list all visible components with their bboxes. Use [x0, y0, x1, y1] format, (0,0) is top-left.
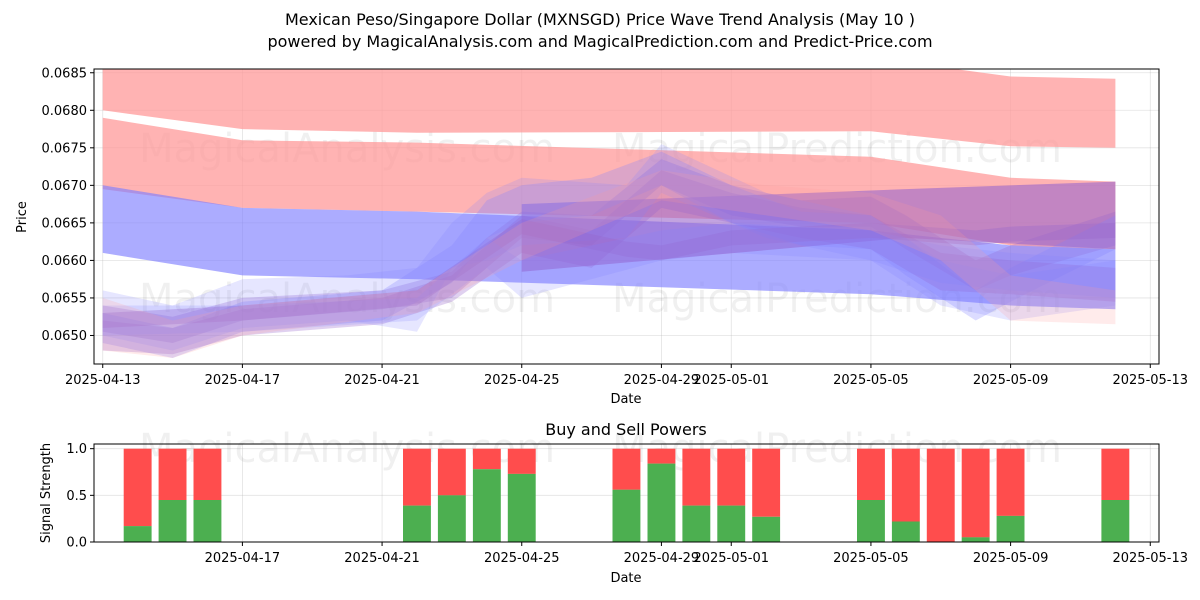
buy-power-bar — [717, 505, 746, 542]
price-y-tick-label: 0.0665 — [42, 216, 88, 231]
price-x-tick-label: 2025-04-13 — [65, 373, 141, 388]
sell-power-bar — [891, 448, 920, 522]
chart-title-line2: powered by MagicalAnalysis.com and Magic… — [267, 32, 932, 51]
signal-y-tick-label: 1.0 — [66, 442, 87, 457]
sell-power-bar — [857, 448, 885, 500]
buy-power-bar — [857, 500, 885, 542]
price-band-red-0 — [102, 69, 1116, 148]
price-x-tick-label: 2025-04-25 — [484, 373, 560, 388]
sell-power-bar — [472, 448, 501, 470]
signal-x-tick-label: 2025-04-17 — [205, 551, 281, 566]
price-x-tick-label: 2025-05-09 — [973, 373, 1049, 388]
buy-power-bar — [158, 500, 187, 542]
buy-power-bar — [1101, 500, 1130, 542]
signal-x-tick-label: 2025-05-13 — [1112, 551, 1188, 566]
sell-power-bar — [1101, 448, 1130, 500]
price-band-blue-7 — [102, 144, 1116, 351]
sell-power-bar — [507, 448, 536, 474]
buy-power-bar — [193, 500, 222, 542]
price-bands — [102, 69, 1116, 358]
sell-power-bar — [682, 448, 711, 506]
signal-x-tick-label: 2025-04-29 — [624, 551, 700, 566]
price-x-axis-label: Date — [610, 392, 641, 407]
price-x-tick-label: 2025-05-05 — [833, 373, 909, 388]
sell-power-bar — [647, 448, 676, 464]
price-y-tick-label: 0.0660 — [42, 254, 88, 269]
price-band-blue-5 — [102, 151, 1116, 358]
sell-power-bar — [717, 448, 746, 506]
price-y-ticks: 0.0650 0.0655 0.0660 0.0665 0.0670 0.0675 0.06… — [42, 66, 94, 344]
price-band-purple-3 — [521, 181, 1116, 272]
buy-power-bar — [996, 515, 1025, 542]
signal-y-tick-label: 0.5 — [66, 489, 87, 504]
signal-bars — [123, 448, 1130, 542]
sell-power-bar — [123, 448, 152, 527]
price-band-purple-4 — [102, 159, 1116, 343]
price-x-tick-label: 2025-04-29 — [624, 373, 700, 388]
price-y-tick-label: 0.0650 — [42, 329, 88, 344]
buy-power-bar — [647, 463, 676, 542]
price-x-tick-label: 2025-05-13 — [1112, 373, 1188, 388]
price-band-purple-8 — [102, 219, 1116, 328]
sell-power-bar — [437, 448, 466, 496]
signal-x-tick-label: 2025-05-09 — [973, 551, 1049, 566]
buy-power-bar — [403, 505, 431, 542]
price-y-tick-label: 0.0680 — [42, 104, 88, 119]
signal-x-axis-label: Date — [610, 571, 641, 586]
price-y-tick-label: 0.0685 — [42, 66, 88, 81]
price-band-red-10 — [102, 170, 1116, 358]
price-band-purple-6 — [102, 170, 1116, 355]
sell-power-bar — [996, 448, 1025, 516]
sell-power-bar — [403, 448, 431, 506]
signal-x-tick-label: 2025-05-05 — [833, 551, 909, 566]
signal-y-ticks: 0.0 0.5 1.0 — [66, 442, 94, 551]
buy-power-bar — [507, 473, 536, 542]
buy-power-bar — [752, 516, 781, 542]
signal-panel-frame — [93, 443, 1160, 543]
buy-power-bar — [123, 526, 152, 542]
sell-power-bar — [961, 448, 990, 538]
buy-power-bar — [437, 495, 466, 542]
chart-title-line1: Mexican Peso/Singapore Dollar (MXNSGD) P… — [285, 10, 915, 29]
price-y-tick-label: 0.0675 — [42, 141, 88, 156]
price-y-axis-label: Price — [15, 201, 30, 233]
signal-y-axis-label: Signal Strength — [39, 443, 54, 543]
signal-x-tick-label: 2025-04-25 — [484, 551, 560, 566]
watermark-prediction-bottom: MagicalPrediction.com — [612, 426, 1062, 472]
price-x-tick-label: 2025-04-17 — [205, 373, 281, 388]
buy-power-bar — [612, 489, 641, 542]
signal-y-tick-label: 0.0 — [66, 536, 87, 551]
signal-chart-title: Buy and Sell Powers — [545, 420, 707, 439]
sell-power-bar — [612, 448, 641, 490]
price-x-ticks: 2025-04-13 2025-04-17 2025-04-21 2025-04-25… — [65, 364, 1188, 388]
price-x-tick-label: 2025-04-21 — [344, 373, 420, 388]
buy-power-bar — [472, 469, 501, 542]
price-band-blue-9 — [102, 222, 1116, 336]
price-y-tick-label: 0.0655 — [42, 291, 88, 306]
price-x-tick-label: 2025-05-01 — [693, 373, 769, 388]
buy-power-bar — [682, 505, 711, 542]
buy-power-bar — [961, 537, 990, 542]
signal-x-tick-label: 2025-04-21 — [344, 551, 420, 566]
sell-power-bar — [158, 448, 187, 500]
sell-power-bar — [926, 448, 955, 542]
price-panel-frame — [93, 68, 1160, 365]
signal-x-ticks: 2025-04-17 2025-04-21 2025-04-25 2025-04-29… — [205, 542, 1188, 566]
signal-x-tick-label: 2025-05-01 — [693, 551, 769, 566]
watermark-analysis-mid: MagicalAnalysis.com — [139, 276, 555, 322]
sell-power-bar — [193, 448, 222, 500]
buy-power-bar — [891, 521, 920, 542]
sell-power-bar — [752, 448, 781, 517]
price-y-tick-label: 0.0670 — [42, 179, 88, 194]
